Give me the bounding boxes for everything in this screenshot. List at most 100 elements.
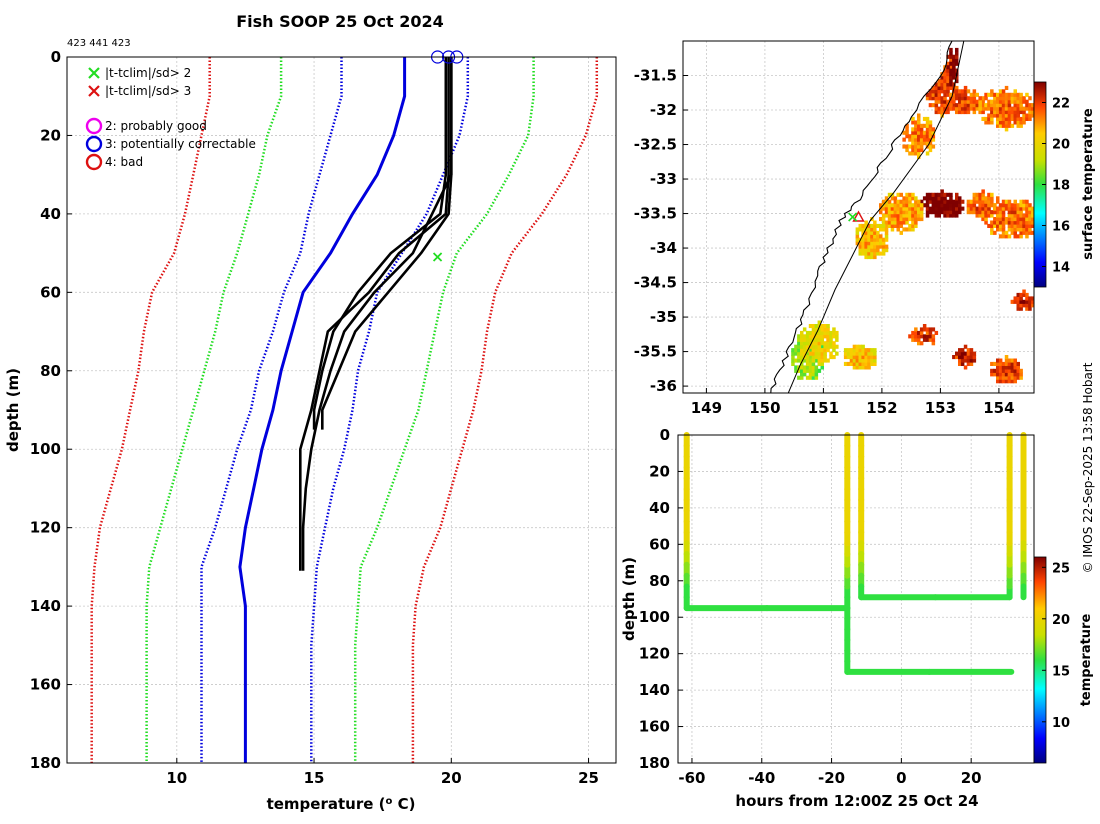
map-sst-cell (791, 358, 795, 363)
map-sst-cell (1016, 227, 1020, 232)
map-sst-cell (1031, 106, 1034, 111)
map-sst-cell (952, 54, 956, 59)
map-sst-cell (987, 196, 991, 201)
map-sst-cell (1028, 213, 1032, 218)
legend-marker-circle (85, 153, 103, 171)
map-sst-cell (791, 355, 795, 360)
map-sst-cell (1019, 217, 1023, 222)
map-sst-cell (908, 334, 912, 339)
map-sst-cell (811, 365, 816, 370)
map-sst-cell (914, 220, 918, 225)
map-sst-cell (949, 72, 953, 77)
map-sst-cell (1004, 106, 1009, 111)
map-sst-cell (931, 196, 936, 201)
map-sst-cell (1013, 203, 1017, 208)
map-sst-cell (908, 206, 912, 211)
map-sst-cell (858, 248, 862, 253)
map-sst-cell (908, 192, 912, 197)
map-sst-cell (1007, 92, 1012, 97)
map-sst-cell (1013, 372, 1017, 377)
map-sst-cell (978, 203, 982, 208)
map-sst-cell (814, 341, 819, 346)
map-sst-cell (922, 123, 927, 128)
map-sst-cell (958, 351, 962, 356)
map-sst-cell (928, 327, 933, 332)
map-sst-cell (998, 234, 1003, 239)
map-sst-cell (978, 96, 982, 101)
map-sst-cell (978, 110, 982, 115)
map-sst-cell (808, 368, 813, 373)
map-sst-cell (899, 230, 903, 235)
time-colorbar-tick-label: 20 (1052, 613, 1070, 628)
time-y-tick-label: 100 (639, 608, 670, 626)
map-sst-cell (949, 51, 953, 56)
map-lat-tick-label: -34.5 (634, 274, 677, 292)
map-sst-cell (849, 351, 854, 356)
map-sst-cell (1007, 103, 1012, 108)
map-sst-cell (975, 103, 979, 108)
map-sst-cell (919, 213, 924, 218)
map-sst-cell (960, 89, 965, 94)
map-sst-cell (934, 192, 939, 197)
map-sst-cell (949, 85, 953, 90)
map-sst-cell (943, 75, 947, 80)
map-sst-cell (955, 96, 959, 101)
map-sst-cell (1004, 103, 1009, 108)
map-sst-cell (998, 103, 1003, 108)
map-sst-cell (955, 106, 959, 111)
map-sst-cell (946, 79, 950, 84)
map-sst-cell (852, 358, 857, 363)
map-sst-cell (800, 351, 804, 356)
map-sst-cell (800, 365, 804, 370)
map-sst-cell (864, 230, 868, 235)
map-sst-cell (855, 344, 860, 349)
map-sst-cell (1010, 206, 1015, 211)
time-y-tick-label: 60 (649, 535, 670, 553)
map-sst-cell (905, 220, 909, 225)
map-sst-cell (881, 217, 886, 222)
map-sst-cell (1019, 372, 1023, 377)
map-sst-cell (873, 244, 877, 249)
map-sst-cell (998, 92, 1003, 97)
map-sst-cell (931, 210, 936, 215)
map-sst-cell (870, 358, 874, 363)
map-sst-cell (996, 375, 1000, 380)
profile-panel: 10 15 20 25 0 20 40 60 80 100 120 140 160 180 temper… (4, 48, 617, 813)
map-sst-cell (996, 92, 1000, 97)
map-sst-cell (873, 351, 877, 356)
map-colorbar-tick-label: 22 (1052, 97, 1070, 112)
map-sst-cell (1022, 116, 1026, 121)
profile-series (90, 57, 599, 763)
map-sst-cell (858, 365, 862, 370)
map-sst-cell (873, 227, 877, 232)
map-sst-cell (832, 355, 836, 360)
map-sst-cell (984, 203, 988, 208)
map-sst-cell (975, 92, 979, 97)
map-sst-cell (1025, 106, 1029, 111)
map-coastline (770, 41, 965, 393)
map-sst-cell (1028, 220, 1032, 225)
map-sst-cell (800, 334, 804, 339)
map-sst-cell (914, 130, 918, 135)
map-sst-cell (890, 220, 895, 225)
map-sst-cell (940, 96, 944, 101)
map-sst-cell (966, 106, 971, 111)
map-sst-cell (937, 199, 941, 204)
map-sst-cell (943, 68, 947, 73)
map-sst-cell (917, 203, 921, 208)
map-sst-cell (1004, 203, 1009, 208)
map-sst-cell (861, 244, 865, 249)
map-sst-cell (919, 130, 924, 135)
map-sst-cell (797, 375, 801, 380)
profile-line-7 (298, 57, 450, 571)
map-sst-cell (899, 220, 903, 225)
map-sst-cell (1013, 113, 1017, 118)
map-sst-cell (1010, 227, 1015, 232)
profile-x-tick-label: 20 (441, 769, 462, 787)
map-sst-cell (1004, 217, 1009, 222)
map-sst-cell (952, 61, 956, 66)
map-sst-cell (1013, 120, 1017, 125)
map-sst-cell (919, 199, 924, 204)
map-sst-cell (914, 199, 918, 204)
map-sst-cell (940, 196, 944, 201)
